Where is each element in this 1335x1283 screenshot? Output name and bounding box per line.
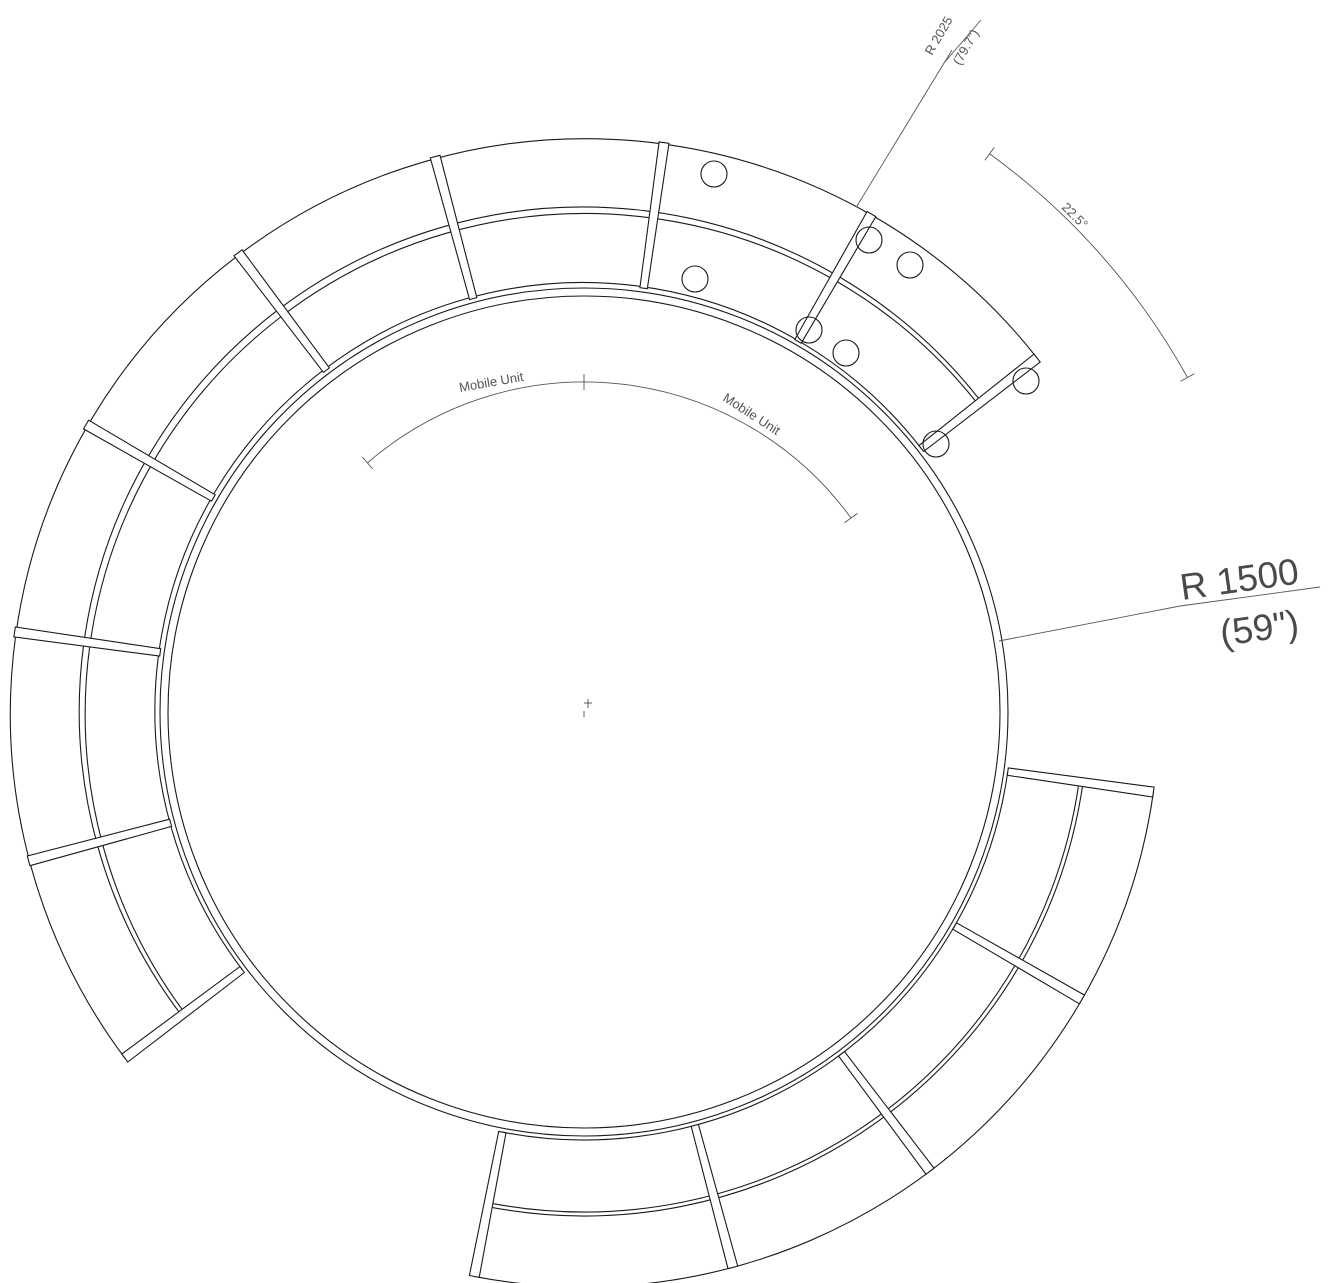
- stool-markers: [681, 160, 1040, 458]
- stool-icon: [681, 265, 709, 293]
- stage-inner-circle-edge: [159, 287, 1009, 1137]
- upper-section-front-arc: [154, 282, 922, 970]
- lower-section-front-arc: [502, 771, 1009, 1141]
- lower-section-seat-divider: [468, 1130, 507, 1279]
- stool-icon: [832, 339, 860, 367]
- mobile-unit-dimension: [361, 374, 858, 524]
- upper-section-outer-arc: [9, 138, 1038, 1059]
- upper-section-seat-divider: [918, 353, 1041, 453]
- seating-section-upper: [9, 138, 1041, 1063]
- angle-dimension: [984, 147, 1195, 382]
- upper-section-backrest-arc-a: [84, 213, 979, 1014]
- seating-section-lower-right: [468, 767, 1155, 1283]
- upper-section-backrest-arc-b: [78, 206, 982, 1016]
- upper-section-seat-divider: [233, 249, 331, 374]
- stool-icon: [855, 226, 883, 254]
- inner-radius-imperial: (59"): [1217, 602, 1301, 654]
- mobile-unit-label-left: Mobile Unit: [458, 369, 525, 395]
- stool-icon: [795, 316, 823, 344]
- upper-section-seat-divider: [429, 154, 478, 301]
- upper-section-seat-divider: [82, 419, 216, 502]
- mobile-unit-label-right: Mobile Unit: [720, 390, 783, 438]
- lower-section-seat-divider: [1006, 767, 1155, 798]
- lower-section-backrest-arc-a: [488, 781, 1080, 1213]
- inner-radius-leader: [998, 586, 1321, 642]
- outer-radius-imperial: (79.7"): [950, 27, 982, 68]
- center-mark: [583, 699, 592, 717]
- lower-section-seat-divider: [952, 922, 1086, 1005]
- upper-section-seat-divider: [794, 210, 877, 344]
- inner-radius-label: R 1500: [1177, 551, 1301, 608]
- upper-section-seat-divider: [26, 818, 173, 867]
- outer-radius-label: R 2025: [922, 14, 956, 58]
- stool-icon: [896, 251, 924, 279]
- stool-icon: [700, 160, 728, 188]
- lower-section-outer-arc: [474, 791, 1154, 1283]
- upper-section-seat-divider: [13, 626, 162, 657]
- upper-section-seat-divider: [639, 141, 670, 290]
- stage-inner-circle: [167, 295, 1001, 1129]
- stool-icon: [1012, 367, 1040, 395]
- outer-radius-leader: [856, 19, 982, 207]
- lower-section-backrest-arc-b: [487, 782, 1084, 1217]
- upper-section-seat-divider: [121, 965, 246, 1063]
- lower-section-seat-divider: [690, 1123, 739, 1270]
- stool-icon: [922, 430, 950, 458]
- lower-section-seat-divider: [837, 1050, 935, 1175]
